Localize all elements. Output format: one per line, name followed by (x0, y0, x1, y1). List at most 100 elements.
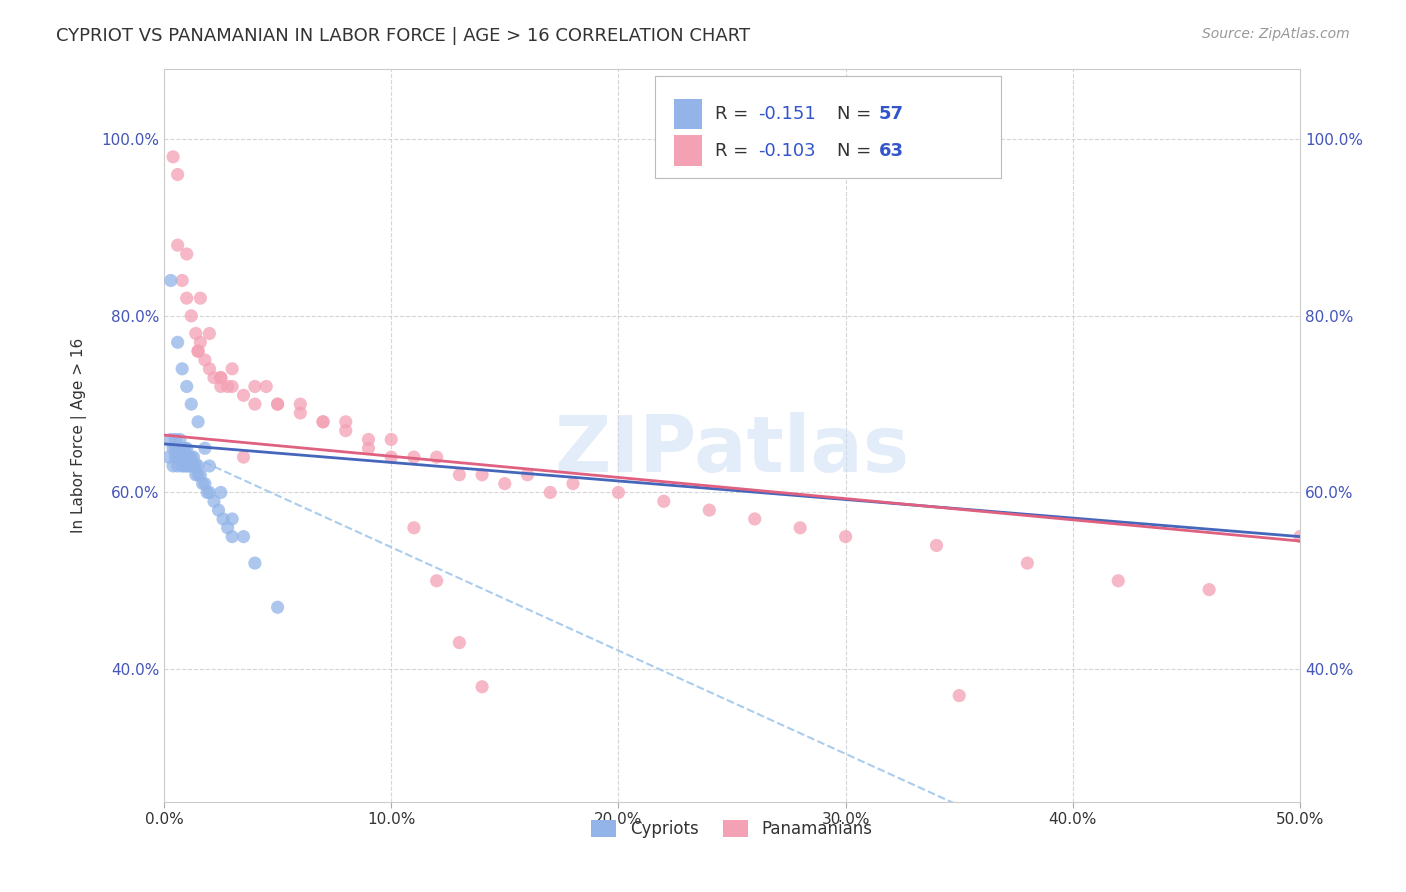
Point (516, 467, 538, 482)
Point (1198, 582, 1220, 597)
Point (426, 450, 449, 464)
FancyBboxPatch shape (655, 76, 1001, 178)
FancyBboxPatch shape (673, 99, 703, 129)
Point (243, 397, 266, 411)
Point (538, 485, 561, 500)
Point (209, 379, 232, 393)
Text: R =: R = (716, 142, 754, 160)
Point (925, 538, 948, 552)
Text: N =: N = (837, 105, 876, 123)
Point (697, 503, 720, 517)
Point (177, 458, 200, 473)
Point (166, 335, 188, 350)
Point (187, 467, 209, 482)
Point (198, 326, 221, 341)
Point (198, 361, 221, 376)
Point (243, 556, 266, 570)
Point (162, 150, 184, 164)
Text: R =: R = (716, 105, 754, 123)
Text: ZIPatlas: ZIPatlas (554, 412, 910, 488)
Point (176, 450, 198, 464)
Point (209, 485, 232, 500)
Point (232, 450, 254, 464)
Text: -0.103: -0.103 (758, 142, 815, 160)
Point (188, 467, 211, 482)
Point (312, 415, 335, 429)
Point (169, 450, 191, 464)
Point (191, 476, 214, 491)
Point (177, 450, 200, 464)
Point (187, 344, 209, 359)
Point (166, 458, 188, 473)
Point (357, 442, 380, 456)
Point (449, 635, 471, 649)
Point (172, 361, 194, 376)
FancyBboxPatch shape (673, 136, 703, 166)
Point (176, 379, 198, 393)
Point (172, 273, 194, 287)
Point (176, 291, 198, 305)
Point (187, 415, 209, 429)
Point (176, 247, 198, 261)
Point (188, 335, 211, 350)
Text: -0.151: -0.151 (758, 105, 815, 123)
Point (169, 433, 191, 447)
Point (162, 442, 184, 456)
Point (744, 512, 766, 526)
Point (183, 450, 205, 464)
Point (165, 433, 187, 447)
Point (449, 467, 471, 482)
Point (165, 450, 187, 464)
Point (221, 512, 243, 526)
Point (202, 494, 225, 508)
Point (1017, 556, 1039, 570)
Point (172, 458, 194, 473)
Point (266, 397, 288, 411)
Point (180, 450, 202, 464)
Legend: Cypriots, Panamanians: Cypriots, Panamanians (585, 813, 879, 845)
Point (184, 467, 207, 482)
Point (198, 485, 221, 500)
Point (187, 344, 209, 359)
Text: 63: 63 (879, 142, 904, 160)
Text: N =: N = (837, 142, 876, 160)
Point (254, 379, 277, 393)
Point (335, 415, 357, 429)
Point (221, 379, 243, 393)
Point (166, 238, 188, 252)
Point (562, 476, 585, 491)
Point (266, 600, 288, 615)
Point (243, 379, 266, 393)
Point (176, 458, 198, 473)
Y-axis label: In Labor Force | Age > 16: In Labor Force | Age > 16 (72, 337, 87, 533)
Point (166, 168, 188, 182)
Point (212, 512, 235, 526)
Point (159, 273, 181, 287)
Point (180, 309, 202, 323)
Point (335, 424, 357, 438)
Point (173, 458, 195, 473)
Point (166, 450, 188, 464)
Point (173, 450, 195, 464)
Point (184, 326, 207, 341)
Point (290, 397, 312, 411)
Point (173, 442, 195, 456)
Point (471, 467, 494, 482)
Point (195, 485, 218, 500)
Point (221, 361, 243, 376)
Point (789, 521, 811, 535)
Point (221, 530, 243, 544)
Point (217, 521, 239, 535)
Point (1289, 530, 1312, 544)
Text: Source: ZipAtlas.com: Source: ZipAtlas.com (1202, 27, 1350, 41)
Point (834, 530, 856, 544)
Point (207, 503, 229, 517)
Point (232, 530, 254, 544)
Point (948, 689, 970, 703)
Point (172, 450, 194, 464)
Point (402, 521, 425, 535)
Point (202, 370, 225, 384)
Point (1107, 574, 1129, 588)
Point (176, 442, 198, 456)
Point (169, 442, 191, 456)
